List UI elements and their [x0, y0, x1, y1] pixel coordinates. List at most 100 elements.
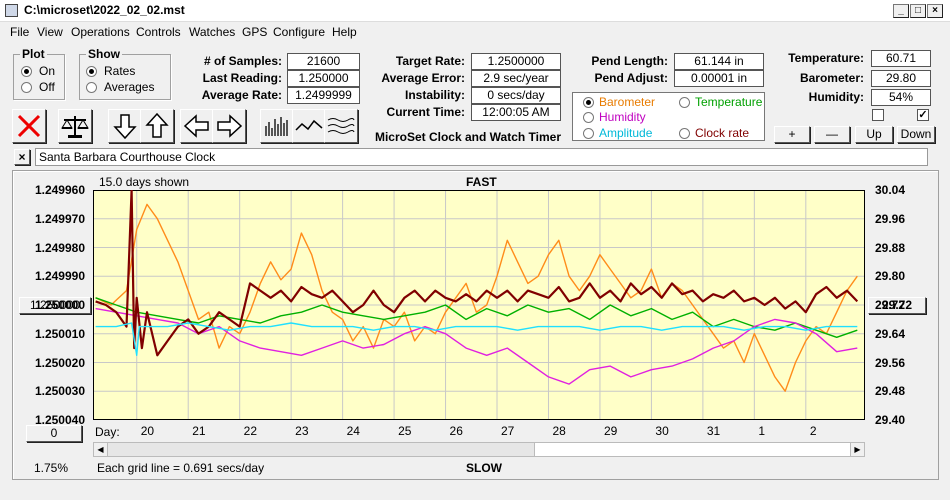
balance-button[interactable] — [58, 109, 92, 143]
show-rates-radio[interactable] — [86, 66, 97, 77]
temperature-radio[interactable] — [679, 97, 690, 108]
multi-wave-button[interactable] — [324, 109, 358, 143]
menu-watches[interactable]: Watches — [189, 25, 236, 39]
days-shown-label: 15.0 days shown — [99, 175, 190, 189]
x-tick-label: 21 — [192, 424, 206, 438]
grid-note-label: Each grid line = 0.691 secs/day — [97, 461, 265, 475]
barometer-radio[interactable] — [583, 97, 594, 108]
plot-on-radio[interactable] — [21, 66, 32, 77]
pend-adjust-label: Pend Adjust: — [594, 71, 668, 85]
env-plus-button[interactable]: + — [774, 126, 810, 143]
scroll-right-arrow[interactable]: ▶ — [850, 443, 864, 456]
close-window-button[interactable]: × — [927, 4, 943, 18]
y-left-tick-label: 1.250010 — [34, 326, 85, 341]
y-right-tick-label: 29.40 — [875, 413, 906, 427]
humidity-radio[interactable] — [583, 112, 594, 123]
y-left-tick-label: 1.249990 — [34, 269, 85, 284]
arrow-left-icon — [183, 114, 209, 138]
show-rates-label: Rates — [104, 64, 136, 78]
minimize-button[interactable]: _ — [893, 4, 909, 18]
plot-border — [93, 190, 865, 420]
arrow-up-icon — [145, 112, 169, 138]
env-checkbox-1[interactable] — [872, 109, 884, 121]
slow-label: SLOW — [466, 461, 502, 475]
env-up-button[interactable]: Up — [855, 126, 893, 143]
fast-label: FAST — [466, 175, 497, 189]
y-right-tick-label: 29.88 — [875, 240, 906, 255]
arrow-down-icon — [113, 114, 137, 140]
env-down-button[interactable]: Down — [897, 126, 935, 143]
menu-view[interactable]: View — [37, 25, 63, 39]
scroll-right-button[interactable] — [212, 109, 246, 143]
scroll-up-button[interactable] — [140, 109, 174, 143]
temperature-label: Temperature: — [788, 51, 864, 65]
current-time-label: Current Time: — [386, 105, 465, 119]
x-tick-label: 26 — [449, 424, 463, 438]
scroll-left-arrow[interactable]: ◀ — [94, 443, 108, 456]
barometer-option-label: Barometer — [599, 95, 656, 109]
env-checkbox-2[interactable]: ✓ — [917, 109, 929, 121]
y-right-tick-label: 29.72 — [875, 298, 906, 312]
maximize-button[interactable]: □ — [910, 4, 926, 18]
x-tick-label: 25 — [398, 424, 412, 438]
right-axis-button[interactable]: 29.72 — [868, 297, 926, 314]
series-temperature — [95, 297, 858, 339]
humidity-label: Humidity: — [808, 90, 864, 104]
series-selector: Barometer Temperature Humidity Amplitude… — [572, 92, 765, 141]
average-rate-label: Average Rate: — [201, 88, 282, 102]
series-clock-rate — [95, 190, 859, 357]
left-axis-button[interactable]: 1.250000 — [19, 297, 91, 314]
current-time-value: 12:00:05 AM — [471, 104, 561, 121]
horizontal-scrollbar[interactable]: ◀ ▶ — [93, 442, 865, 457]
app-subtitle: MicroSet Clock and Watch Timer — [374, 130, 562, 144]
clear-button[interactable] — [12, 109, 46, 143]
target-rate-value: 1.2500000 — [471, 53, 561, 70]
show-group-title: Show — [86, 47, 122, 61]
plot-group: Plot On Off — [13, 47, 65, 100]
pend-length-value: 61.144 in — [674, 53, 764, 70]
x-tick-label: 22 — [243, 424, 258, 438]
y-left-tick-label: 1.249960 — [34, 183, 85, 197]
x-tick-label: 27 — [501, 424, 515, 438]
histogram-button[interactable] — [260, 109, 294, 143]
scroll-down-button[interactable] — [108, 109, 142, 143]
show-averages-radio[interactable] — [86, 82, 97, 93]
x-tick-label: 23 — [295, 424, 309, 438]
title-bar: C:\microset\2022_02_02.mst _ □ × — [0, 0, 950, 22]
scroll-thumb[interactable] — [534, 443, 850, 456]
scroll-position-button[interactable]: 0 — [26, 425, 82, 442]
x-tick-label: 29 — [603, 424, 618, 438]
app-icon — [5, 4, 18, 17]
menu-help[interactable]: Help — [332, 25, 357, 39]
instability-label: Instability: — [404, 88, 465, 102]
scroll-left-button[interactable] — [180, 109, 214, 143]
clock-close-button[interactable]: × — [14, 149, 30, 165]
samples-value: 21600 — [287, 53, 360, 70]
menu-controls[interactable]: Controls — [136, 25, 181, 39]
multi-wave-icon — [327, 118, 355, 134]
average-rate-value: 1.2499999 — [287, 87, 360, 104]
temperature-option-label: Temperature — [695, 95, 763, 109]
y-right-tick-label: 29.80 — [875, 269, 906, 284]
y-right-tick-label: 29.64 — [875, 326, 906, 341]
menu-file[interactable]: File — [10, 25, 30, 39]
amplitude-radio[interactable] — [583, 128, 594, 139]
y-left-tick-label: 1.250030 — [34, 384, 85, 399]
menu-gps[interactable]: GPS — [242, 25, 268, 39]
last-reading-label: Last Reading: — [202, 71, 282, 85]
plot-off-radio[interactable] — [21, 82, 32, 93]
env-minus-button[interactable]: — — [814, 126, 850, 143]
menu-bar: File View Operations Controls Watches GP… — [0, 22, 950, 42]
x-tick-label: 28 — [552, 424, 566, 438]
humidity-option-label: Humidity — [599, 110, 646, 124]
red-x-icon — [17, 114, 41, 138]
line-graph-button[interactable] — [292, 109, 326, 143]
menu-configure[interactable]: Configure — [273, 25, 326, 39]
x-tick-label: 2 — [809, 424, 817, 438]
clock-rate-radio[interactable] — [679, 128, 690, 139]
clock-name-field[interactable]: Santa Barbara Courthouse Clock — [35, 148, 928, 166]
x-tick-label: 1 — [758, 424, 766, 438]
y-right-tick-label: 29.48 — [875, 384, 906, 399]
pend-length-label: Pend Length: — [591, 54, 668, 68]
menu-operations[interactable]: Operations — [71, 25, 130, 39]
